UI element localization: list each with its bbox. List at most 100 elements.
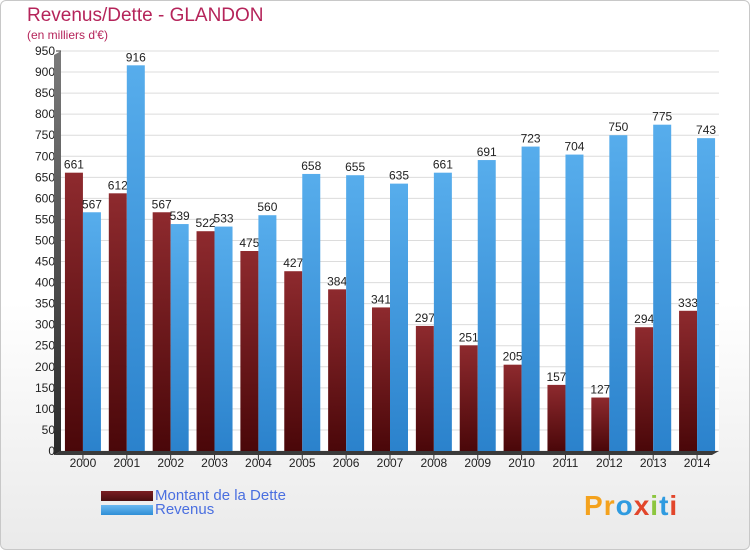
x-tick-label: 2006 (333, 456, 360, 470)
data-label-dette: 333 (678, 296, 698, 310)
bar-dette (196, 231, 215, 451)
bar-dette (328, 289, 347, 451)
x-tick-label: 2014 (684, 456, 711, 470)
bar-revenus (302, 173, 321, 451)
x-tick-label: 2012 (596, 456, 623, 470)
data-label-revenus: 723 (521, 132, 541, 146)
bar-revenus (521, 146, 540, 451)
bar-dette (284, 271, 303, 451)
chart-subtitle: (en milliers d'€) (27, 28, 108, 42)
x-tick-label: 2013 (640, 456, 667, 470)
bar-dette (503, 364, 522, 451)
bar-revenus (126, 65, 145, 451)
x-tick-label: 2001 (113, 456, 140, 470)
data-label-revenus: 750 (608, 120, 628, 134)
bar-dette (635, 327, 654, 451)
bar-dette (459, 345, 478, 451)
x-tick-label: 2009 (464, 456, 491, 470)
logo-letter: r (603, 490, 616, 521)
data-label-dette: 475 (239, 236, 259, 250)
bar-dette (547, 384, 566, 451)
data-label-dette: 661 (64, 158, 84, 172)
bar-dette (240, 251, 259, 451)
data-label-dette: 297 (415, 311, 435, 325)
proxiti-logo: Proxiti (584, 490, 678, 522)
y-tick-label: 550 (35, 212, 55, 226)
data-label-revenus: 560 (257, 200, 277, 214)
logo-letter: i (669, 490, 679, 521)
x-tick-label: 2010 (508, 456, 535, 470)
y-tick-label: 800 (35, 107, 55, 121)
x-tick-label: 2011 (553, 456, 579, 470)
chart-title: Revenus/Dette - GLANDON (27, 5, 264, 26)
legend-swatch-revenus (101, 505, 153, 515)
y-tick-label: 450 (35, 255, 55, 269)
y-tick-label: 350 (35, 297, 55, 311)
bar-revenus (214, 226, 233, 451)
bar-revenus (82, 212, 101, 451)
x-tick-label: 2005 (289, 456, 316, 470)
y-tick-label: 150 (35, 381, 55, 395)
data-label-dette: 522 (196, 216, 216, 230)
bar-revenus (346, 175, 365, 452)
data-label-revenus: 655 (345, 160, 365, 174)
logo-letter: o (615, 490, 634, 521)
bar-dette (591, 397, 610, 451)
legend-swatch-dette (101, 491, 153, 501)
data-label-dette: 294 (634, 312, 654, 326)
y-tick-label: 700 (35, 149, 55, 163)
bar-revenus (433, 172, 452, 451)
y-tick-label: 50 (42, 423, 56, 437)
bar-revenus (390, 183, 408, 451)
bar-dette (108, 193, 127, 451)
data-label-revenus: 539 (170, 209, 190, 223)
data-label-revenus: 635 (389, 169, 409, 183)
legend-label-dette: Montant de la Dette (155, 487, 286, 504)
logo-letter: t (659, 490, 670, 521)
bar-dette (64, 172, 83, 451)
data-label-revenus: 916 (126, 50, 146, 64)
data-label-dette: 567 (152, 197, 172, 211)
bar-dette (152, 212, 171, 451)
data-label-dette: 384 (327, 274, 347, 288)
data-label-revenus: 743 (696, 123, 716, 137)
bar-dette (415, 325, 434, 451)
x-tick-label: 2000 (70, 456, 97, 470)
legend-label-revenus: Revenus (155, 501, 215, 518)
bar-revenus (170, 224, 189, 451)
y-tick-label: 500 (35, 233, 55, 247)
data-label-dette: 127 (590, 383, 610, 397)
y-tick-label: 950 (35, 44, 55, 58)
x-tick-label: 2002 (157, 456, 184, 470)
y-tick-label: 850 (35, 86, 55, 100)
data-label-dette: 427 (283, 256, 303, 270)
x-tick-label: 2007 (377, 456, 404, 470)
y-tick-label: 400 (35, 276, 55, 290)
bar-revenus (477, 160, 496, 452)
legend-item-dette: Montant de la Dette (101, 488, 286, 504)
data-label-revenus: 661 (433, 158, 453, 172)
x-axis-floor (54, 451, 719, 455)
data-label-revenus: 775 (652, 110, 672, 124)
data-label-dette: 157 (546, 370, 566, 384)
data-label-revenus: 704 (564, 140, 584, 154)
data-label-dette: 251 (459, 330, 479, 344)
x-tick-label: 2003 (201, 456, 228, 470)
data-label-revenus: 658 (301, 159, 321, 173)
y-tick-label: 750 (35, 128, 55, 142)
y-tick-label: 650 (35, 170, 55, 184)
bar-revenus (697, 138, 716, 451)
bar-revenus (258, 215, 277, 451)
legend-item-revenus: Revenus (101, 502, 214, 518)
data-label-dette: 341 (371, 292, 391, 306)
y-tick-label: 100 (35, 402, 55, 416)
x-tick-label: 2004 (245, 456, 272, 470)
x-tick-label: 2008 (421, 456, 448, 470)
data-label-revenus: 567 (82, 197, 102, 211)
bar-revenus (565, 154, 584, 451)
y-tick-label: 900 (35, 65, 55, 79)
bar-revenus (609, 135, 628, 452)
bar-dette (372, 307, 390, 451)
